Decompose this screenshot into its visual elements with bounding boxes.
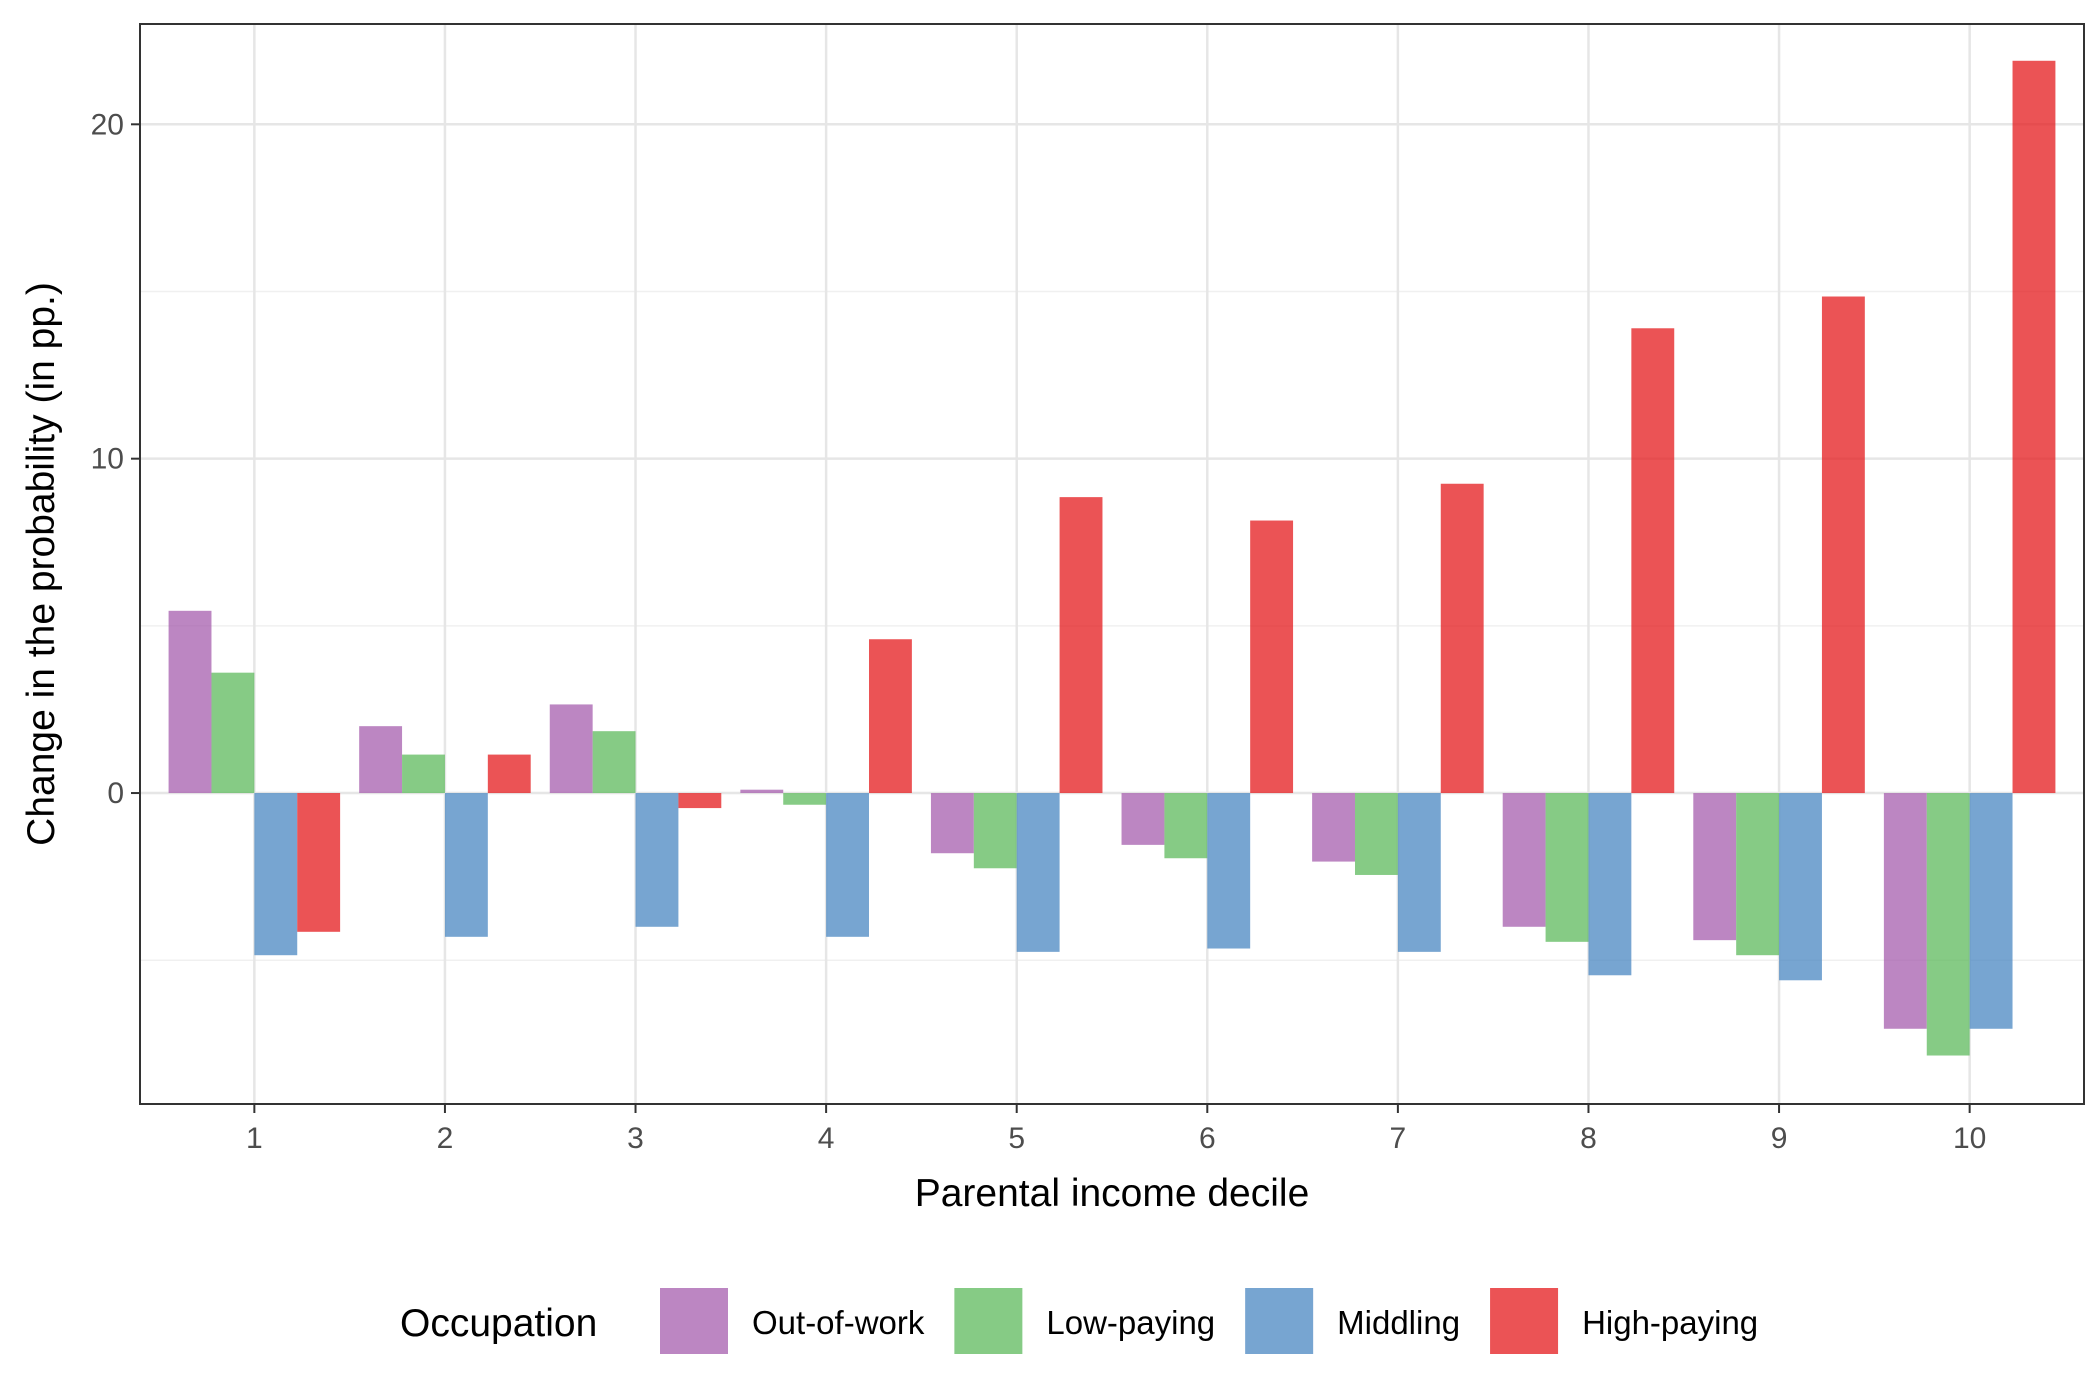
bar-out-of-work-9 <box>1693 793 1737 941</box>
bar-out-of-work-8 <box>1502 793 1546 927</box>
bar-out-of-work-1 <box>168 610 212 794</box>
legend-label: Middling <box>1337 1304 1460 1341</box>
bar-low-paying-6 <box>1164 793 1208 859</box>
y-axis: 0 10 20 <box>91 108 140 810</box>
bar-out-of-work-10 <box>1883 793 1927 1029</box>
legend-label: High-paying <box>1582 1304 1758 1341</box>
bar-low-paying-1 <box>211 672 255 794</box>
x-tick-label: 3 <box>627 1122 644 1155</box>
x-tick-label: 1 <box>246 1122 263 1155</box>
bar-low-paying-3 <box>592 731 636 794</box>
bar-high-paying-3 <box>678 793 722 809</box>
x-tick-label: 5 <box>1008 1122 1025 1155</box>
x-axis-title: Parental income decile <box>915 1172 1310 1215</box>
legend-key-middling <box>1245 1288 1314 1354</box>
bar-middling-4 <box>826 793 869 937</box>
y-axis-title: Change in the probability (in pp.) <box>20 282 63 846</box>
x-tick-label: 8 <box>1580 1122 1597 1155</box>
x-tick-label: 7 <box>1390 1122 1407 1155</box>
plot-border <box>139 23 2085 1105</box>
bar-out-of-work-7 <box>1312 793 1355 862</box>
legend-key-out-of-work <box>660 1288 728 1354</box>
minor-gridlines <box>140 290 2084 961</box>
bar-middling-10 <box>1969 793 2013 1029</box>
bar-low-paying-10 <box>1926 793 1970 1056</box>
bar-out-of-work-2 <box>359 726 403 794</box>
legend-title: Occupation <box>400 1302 597 1345</box>
y-tick-label: 0 <box>107 777 124 810</box>
x-tick-label: 9 <box>1771 1122 1788 1155</box>
bar-out-of-work-4 <box>740 789 784 794</box>
bar-middling-1 <box>254 793 298 956</box>
bar-low-paying-2 <box>402 754 445 794</box>
x-tick-label: 6 <box>1199 1122 1216 1155</box>
y-tick-label: 10 <box>91 443 124 476</box>
bar-middling-3 <box>635 793 679 927</box>
legend-key-low-paying <box>954 1288 1023 1354</box>
x-tick-label: 4 <box>818 1122 835 1155</box>
x-tick-label: 2 <box>437 1122 454 1155</box>
bar-high-paying-6 <box>1250 520 1294 794</box>
legend-key-high-paying <box>1490 1288 1559 1354</box>
legend: Occupation Out-of-work Low-paying Middling… <box>400 1288 1758 1354</box>
bar-high-paying-5 <box>1059 497 1103 794</box>
x-axis: 1 2 3 4 5 6 7 8 9 10 <box>246 1104 1986 1155</box>
bar-out-of-work-6 <box>1121 793 1165 845</box>
legend-label: Low-paying <box>1046 1304 1215 1341</box>
bar-high-paying-1 <box>297 793 341 932</box>
bar-middling-9 <box>1779 793 1822 981</box>
bar-low-paying-9 <box>1736 793 1780 956</box>
bar-middling-5 <box>1016 793 1060 952</box>
bar-high-paying-7 <box>1440 483 1484 794</box>
bar-out-of-work-3 <box>549 704 593 794</box>
bar-low-paying-7 <box>1355 793 1398 875</box>
bar-middling-8 <box>1588 793 1632 976</box>
bar-out-of-work-5 <box>930 793 974 854</box>
x-tick-label: 10 <box>1953 1122 1986 1155</box>
bar-high-paying-10 <box>2012 60 2056 794</box>
bar-middling-2 <box>444 793 488 937</box>
bar-middling-7 <box>1397 793 1441 952</box>
bar-low-paying-5 <box>973 793 1017 869</box>
bar-low-paying-4 <box>783 793 827 805</box>
bar-high-paying-4 <box>869 639 912 794</box>
bar-high-paying-9 <box>1821 296 1865 794</box>
legend-label: Out-of-work <box>752 1304 925 1341</box>
bar-low-paying-8 <box>1545 793 1589 942</box>
y-tick-label: 20 <box>91 108 124 141</box>
bar-high-paying-8 <box>1631 328 1675 794</box>
bars <box>168 60 2056 1056</box>
bar-high-paying-2 <box>487 754 531 794</box>
bar-middling-6 <box>1207 793 1251 949</box>
